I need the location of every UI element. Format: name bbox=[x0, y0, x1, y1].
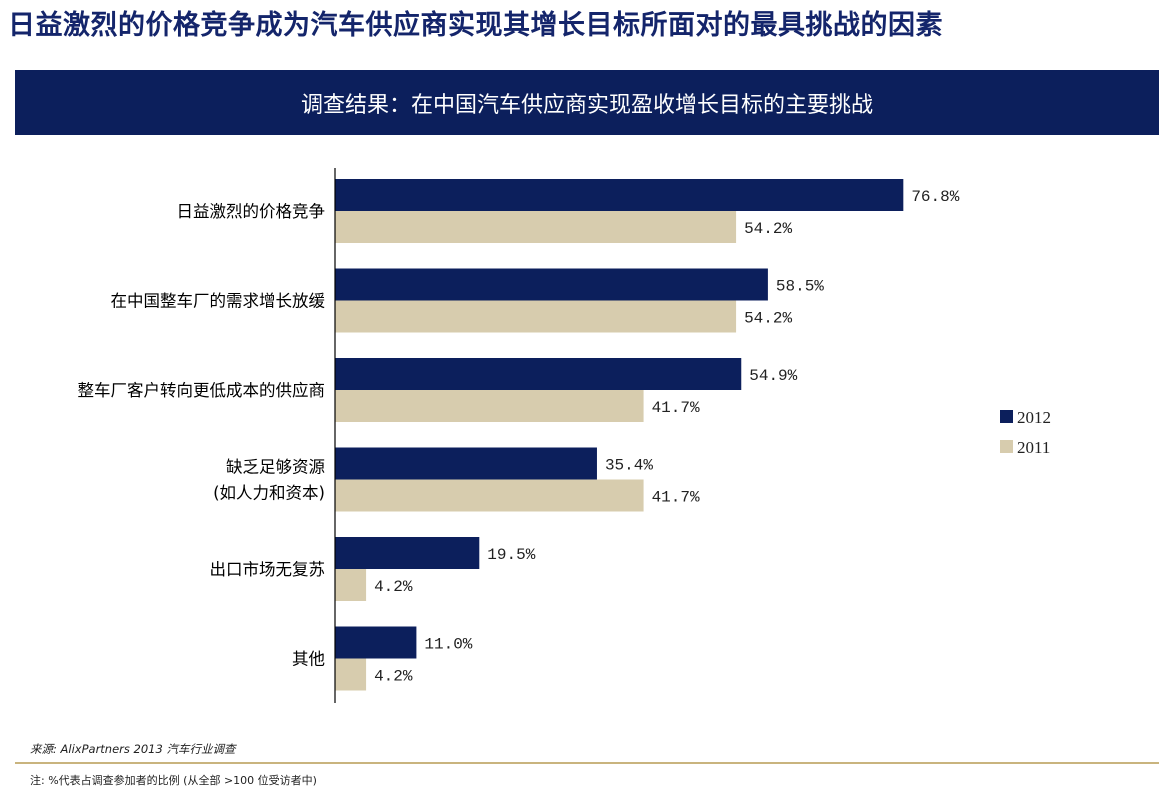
bar-2011 bbox=[335, 479, 644, 512]
page-title: 日益激烈的价格竞争成为汽车供应商实现其增长目标所面对的最具挑战的因素 bbox=[8, 10, 943, 41]
divider-line bbox=[15, 762, 1159, 764]
bar-2012 bbox=[335, 447, 597, 480]
bar-2012 bbox=[335, 268, 768, 301]
data-label-2012: 35.4% bbox=[605, 457, 653, 475]
footnote: 注: %代表占调查参加者的比例 (从全部 >100 位受访者中) bbox=[30, 774, 317, 787]
data-label-2011: 41.7% bbox=[652, 489, 700, 507]
category-label: 整车厂客户转向更低成本的供应商 bbox=[78, 381, 326, 400]
category-label: 在中国整车厂的需求增长放缓 bbox=[111, 292, 326, 311]
legend-swatch-2011 bbox=[1000, 440, 1013, 453]
data-label-2011: 54.2% bbox=[744, 220, 792, 238]
bar-2011 bbox=[335, 300, 737, 333]
data-label-2012: 58.5% bbox=[776, 278, 824, 296]
data-label-2012: 11.0% bbox=[424, 636, 472, 654]
bar-2011 bbox=[335, 569, 367, 601]
source-note: 来源: AlixPartners 2013 汽车行业调查 bbox=[30, 742, 236, 756]
legend-swatch-2012 bbox=[1000, 410, 1013, 423]
data-label-2011: 4.2% bbox=[374, 578, 413, 596]
bar-2012 bbox=[335, 358, 742, 390]
bar-2011 bbox=[335, 658, 367, 691]
data-label-2012: 54.9% bbox=[749, 367, 797, 385]
bar-2012 bbox=[335, 626, 417, 659]
bar-2012 bbox=[335, 179, 904, 211]
chart-banner: 调查结果：在中国汽车供应商实现盈收增长目标的主要挑战 bbox=[15, 70, 1159, 135]
legend-label-2012: 2012 bbox=[1017, 408, 1051, 427]
data-label-2012: 76.8% bbox=[911, 188, 959, 206]
category-label: 出口市场无复苏 bbox=[210, 560, 326, 579]
category-label: 缺乏足够资源 bbox=[226, 458, 325, 477]
category-label: (如人力和资本) bbox=[213, 484, 325, 503]
data-label-2011: 54.2% bbox=[744, 310, 792, 328]
category-label: 其他 bbox=[292, 650, 325, 669]
bar-2011 bbox=[335, 390, 644, 422]
category-label: 日益激烈的价格竞争 bbox=[177, 202, 326, 221]
data-label-2011: 41.7% bbox=[652, 399, 700, 417]
data-label-2012: 19.5% bbox=[487, 546, 535, 564]
bar-2011 bbox=[335, 211, 737, 243]
bar-2012 bbox=[335, 537, 480, 569]
legend-label-2011: 2011 bbox=[1017, 438, 1050, 457]
data-label-2011: 4.2% bbox=[374, 668, 413, 686]
